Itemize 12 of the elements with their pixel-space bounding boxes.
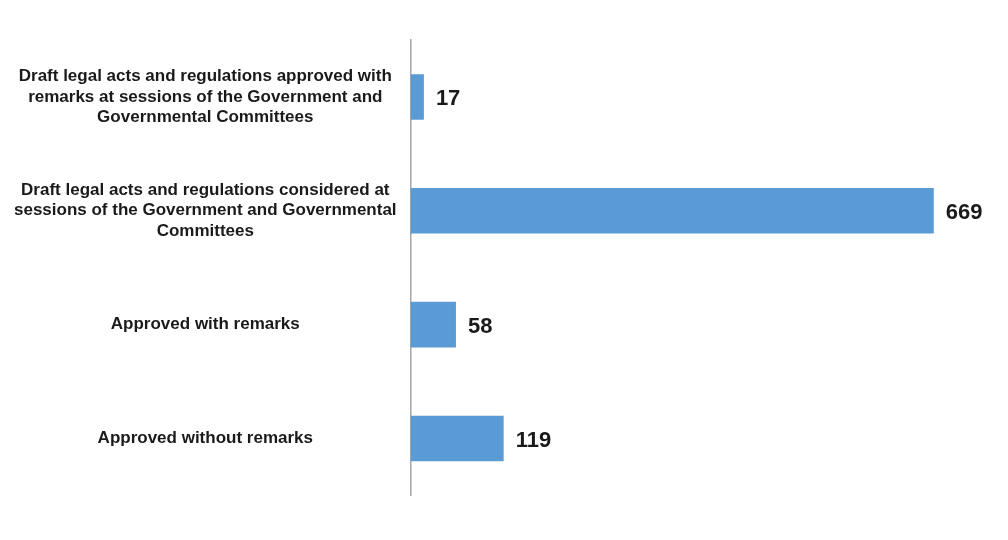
data-label: 17	[435, 84, 461, 110]
data-label: 669	[945, 198, 983, 224]
bar	[410, 188, 934, 234]
data-label: 119	[515, 426, 552, 452]
y-tick-label: Approved with remarks	[110, 314, 300, 334]
bar	[410, 74, 424, 120]
y-tick-label: Draft legal acts and regulations approved with remarks at sessions of the Government and Governmental Committees	[18, 66, 392, 127]
y-tick-label: Draft legal acts and regulations considered at sessions of the Government and Governmental Committees	[14, 180, 397, 240]
y-tick-label: Approved without remarks	[97, 428, 313, 448]
data-label: 58	[467, 312, 493, 338]
bar	[410, 415, 504, 462]
bar	[410, 301, 456, 348]
